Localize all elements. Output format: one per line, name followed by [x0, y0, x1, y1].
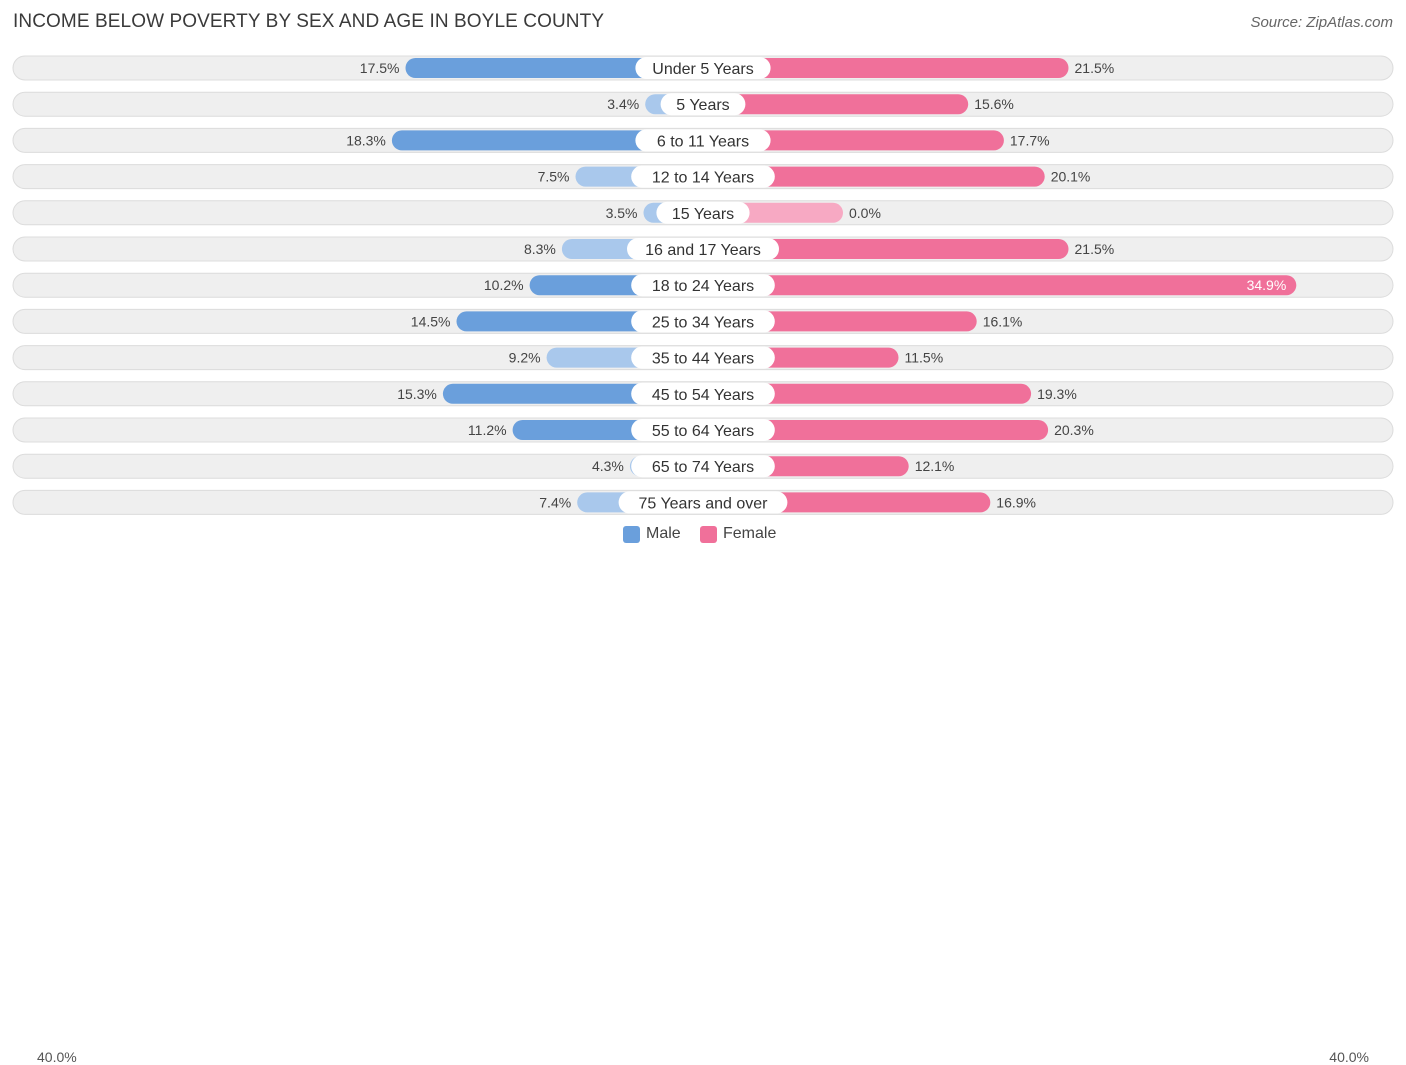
legend-female[interactable]: Female: [700, 525, 776, 543]
male-value-label: 8.3%: [524, 241, 556, 257]
female-value-label: 34.9%: [1247, 277, 1287, 293]
chart-title: INCOME BELOW POVERTY BY SEX AND AGE IN B…: [13, 11, 605, 32]
female-value-label: 19.3%: [1037, 386, 1077, 402]
female-value-label: 21.5%: [1075, 241, 1115, 257]
female-value-label: 15.6%: [974, 96, 1014, 112]
category-label: Under 5 Years: [652, 61, 753, 78]
female-value-label: 20.1%: [1051, 169, 1091, 185]
male-value-label: 11.2%: [468, 422, 507, 438]
category-pill: [660, 93, 746, 116]
category-label: 65 to 74 Years: [652, 459, 754, 476]
category-label: 15 Years: [672, 206, 734, 223]
female-bar: [703, 239, 1069, 259]
male-value-label: 3.5%: [606, 205, 638, 221]
legend-male-label: Male: [646, 525, 681, 542]
female-value-label: 16.9%: [996, 494, 1036, 510]
category-pill: [631, 274, 775, 297]
male-value-label: 17.5%: [360, 60, 400, 76]
axis-left-label: 40.0%: [37, 1049, 77, 1065]
female-value-label: 21.5%: [1075, 60, 1115, 76]
male-value-label: 15.3%: [397, 386, 437, 402]
male-value-label: 9.2%: [509, 350, 541, 366]
category-label: 12 to 14 Years: [652, 170, 754, 187]
female-bar: [703, 275, 1297, 296]
category-label: 45 to 54 Years: [652, 387, 754, 404]
female-bar: [703, 58, 1069, 78]
male-value-label: 3.4%: [607, 96, 639, 112]
category-pill: [635, 129, 771, 152]
female-bar: [703, 130, 1004, 151]
female-swatch: [700, 525, 717, 543]
category-pill: [631, 382, 775, 405]
female-value-label: 12.1%: [915, 458, 955, 474]
legend-male[interactable]: Male: [623, 525, 681, 543]
male-value-label: 7.5%: [538, 169, 570, 185]
category-label: 18 to 24 Years: [652, 278, 754, 295]
male-value-label: 14.5%: [411, 313, 451, 329]
category-pill: [631, 419, 775, 441]
category-pill: [631, 165, 775, 188]
female-bar: [703, 166, 1045, 187]
female-bar: [703, 383, 1032, 404]
legend: 40.0% Male Female 40.0%: [0, 523, 1406, 1065]
male-bar: [405, 58, 703, 78]
male-bar: [391, 130, 703, 151]
category-label: 55 to 64 Years: [652, 423, 754, 440]
category-pill: [631, 310, 775, 333]
category-label: 5 Years: [676, 97, 729, 114]
category-pill: [627, 238, 779, 260]
category-pill: [635, 57, 771, 79]
category-label: 6 to 11 Years: [657, 133, 749, 150]
male-value-label: 4.3%: [592, 458, 624, 474]
female-value-label: 11.5%: [905, 350, 944, 366]
male-value-label: 18.3%: [346, 132, 386, 148]
female-value-label: 0.0%: [849, 205, 881, 221]
male-value-label: 10.2%: [484, 277, 524, 293]
poverty-chart: Under 5 Years 17.5% 21.5% 5 Years 3.4% 15.6% 6…: [12, 55, 1394, 515]
source-credit: Source: ZipAtlas.com: [1250, 14, 1393, 31]
female-bar: [703, 420, 1049, 440]
female-bar: [703, 94, 969, 115]
category-label: 35 to 44 Years: [652, 351, 754, 368]
category-label: 25 to 34 Years: [652, 314, 754, 331]
category-pill: [631, 346, 775, 369]
axis-right-label: 40.0%: [1329, 1049, 1369, 1065]
male-value-label: 7.4%: [539, 494, 571, 510]
category-label: 75 Years and over: [639, 495, 769, 512]
female-value-label: 16.1%: [983, 313, 1023, 329]
category-pill: [656, 201, 750, 224]
legend-female-label: Female: [723, 525, 777, 542]
male-swatch: [623, 525, 640, 543]
category-label: 16 and 17 Years: [645, 242, 761, 259]
female-value-label: 17.7%: [1010, 132, 1050, 148]
category-pill: [618, 491, 788, 514]
female-value-label: 20.3%: [1054, 422, 1094, 438]
category-pill: [631, 455, 775, 478]
